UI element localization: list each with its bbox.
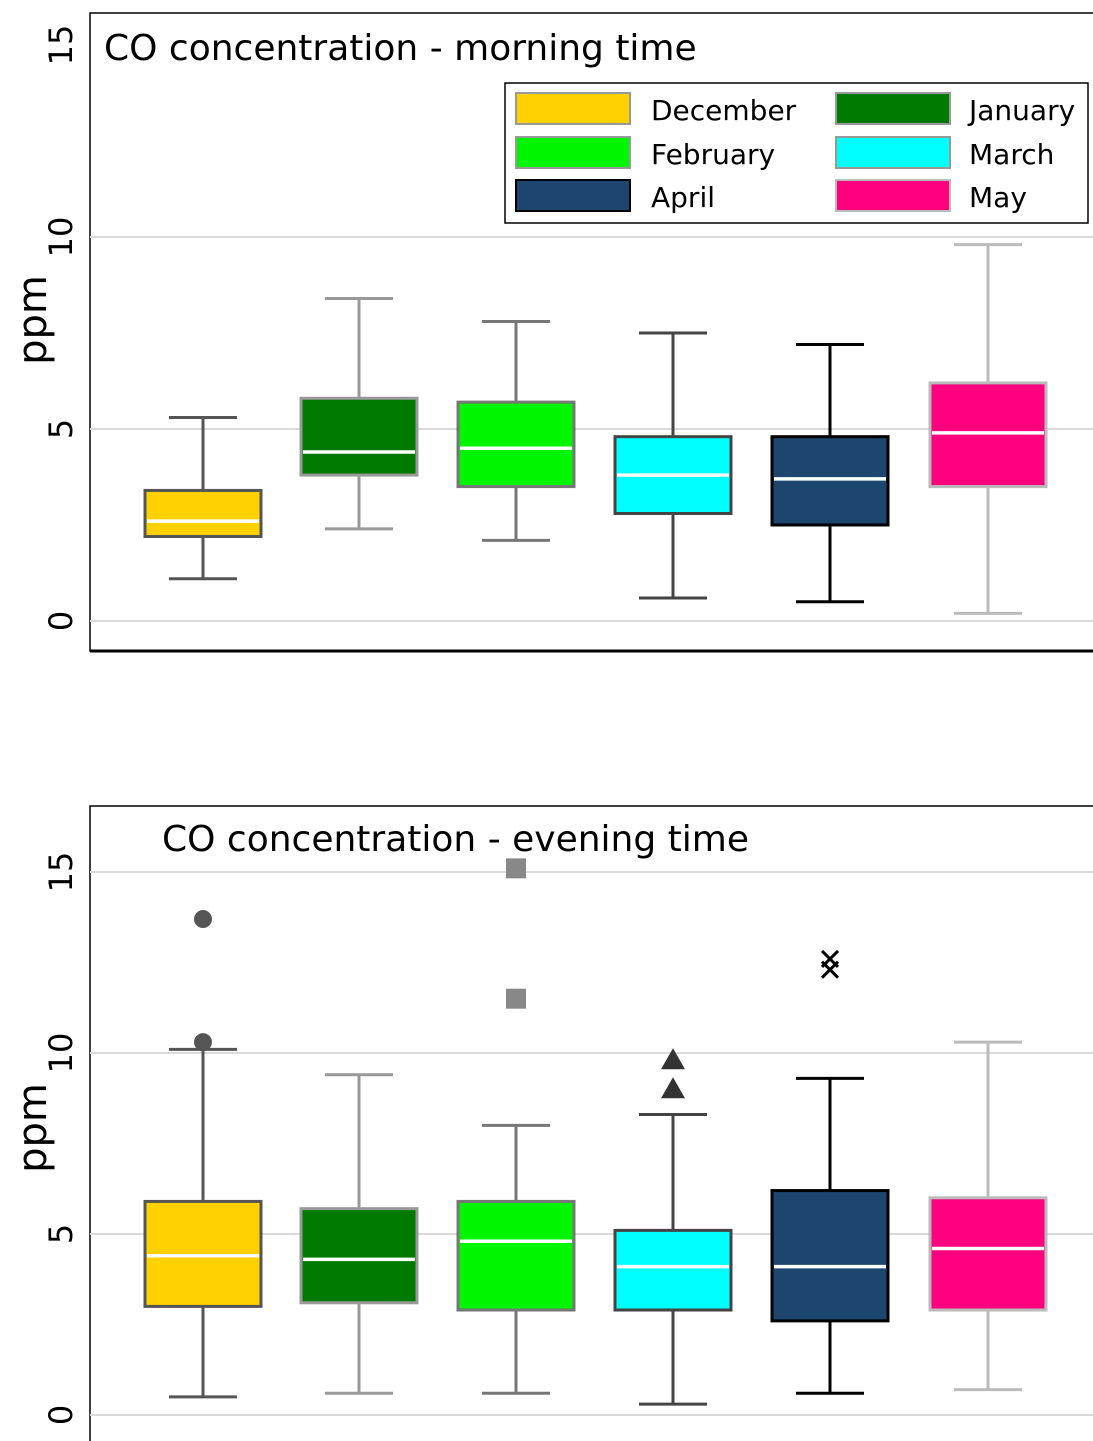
box-february	[456, 858, 576, 1395]
y-axis-label: ppm	[10, 275, 56, 365]
outlier-point	[820, 949, 840, 968]
box-iqr	[299, 1207, 419, 1305]
gridlines	[90, 236, 1093, 622]
legend-label-january: January	[967, 94, 1075, 127]
legend-label-february: February	[651, 138, 775, 171]
outlier-point	[506, 858, 526, 879]
box-iqr	[770, 1189, 890, 1323]
box-plots	[143, 858, 1048, 1406]
legend-swatch-january	[835, 92, 951, 125]
outlier-point	[506, 988, 526, 1009]
box-iqr	[299, 396, 419, 477]
legend-swatch-february	[515, 136, 631, 169]
outlier-point	[661, 1048, 685, 1070]
y-tick-label: 5	[42, 419, 80, 439]
box-december	[143, 910, 263, 1399]
box-march	[613, 1048, 733, 1406]
y-tick-label: 0	[42, 611, 80, 631]
box-plots	[143, 243, 1048, 615]
y-tick-labels: 0 5 10 15	[42, 852, 80, 1426]
legend: December January February March April Ma…	[504, 82, 1089, 224]
box-iqr	[456, 1199, 576, 1312]
legend-label-march: March	[969, 138, 1054, 171]
box-april	[770, 949, 890, 1395]
box-january	[299, 1073, 419, 1395]
outlier-point	[661, 1077, 685, 1099]
y-tick-label: 15	[42, 25, 80, 66]
plot-frame	[89, 805, 1093, 1441]
legend-label-april: April	[651, 181, 715, 214]
box-february	[456, 319, 576, 542]
box-iqr	[143, 1199, 263, 1308]
gridlines	[90, 871, 1093, 1416]
box-iqr	[928, 381, 1048, 489]
outlier-point	[194, 1033, 212, 1052]
box-may	[928, 1040, 1048, 1392]
box-iqr	[928, 1196, 1048, 1312]
legend-swatch-may	[835, 179, 951, 212]
box-iqr	[143, 488, 263, 539]
y-tick-label: 5	[42, 1224, 80, 1244]
y-tick-label: 10	[42, 217, 80, 258]
box-iqr	[456, 400, 576, 489]
evening-chart: 0 5 10 15 ppm CO concentration - evening ti…	[10, 805, 1093, 1441]
y-tick-label: 10	[42, 1033, 80, 1074]
box-january	[299, 296, 419, 531]
legend-label-december: December	[651, 94, 797, 127]
chart-title: CO concentration - morning time	[104, 28, 697, 69]
legend-label-may: May	[969, 181, 1027, 214]
y-tick-labels: 0 5 10 15	[42, 25, 80, 632]
box-december	[143, 415, 263, 581]
box-march	[613, 331, 733, 600]
y-tick-label: 15	[42, 852, 80, 893]
box-may	[928, 243, 1048, 615]
outlier-point	[194, 910, 212, 929]
legend-swatch-march	[835, 136, 951, 169]
y-axis-label: ppm	[10, 1083, 56, 1173]
box-april	[770, 343, 890, 604]
chart-title: CO concentration - evening time	[162, 819, 749, 860]
morning-chart: 0 5 10 15 ppm CO concentration - morning ti…	[10, 12, 1093, 653]
box-iqr	[613, 1228, 733, 1312]
box-iqr	[770, 435, 890, 527]
legend-swatch-april	[515, 179, 631, 212]
y-tick-label: 0	[42, 1405, 80, 1425]
legend-swatch-december	[515, 92, 631, 125]
